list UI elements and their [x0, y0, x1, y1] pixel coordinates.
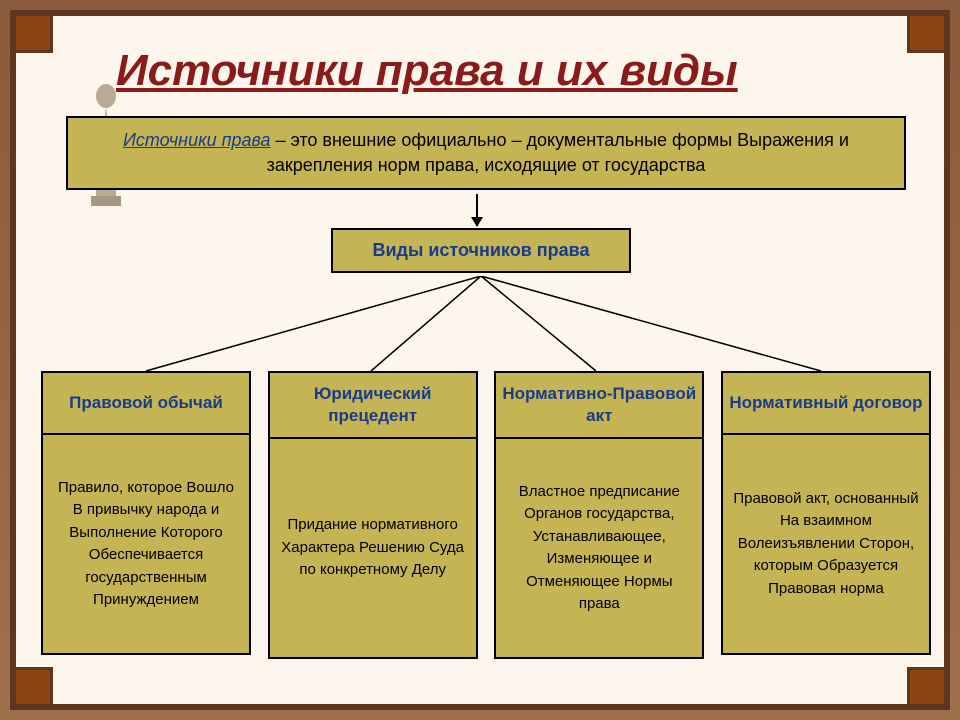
- definition-term: Источники права: [123, 130, 271, 150]
- branches-container: Правовой обычай Правило, которое Вошло В…: [41, 371, 931, 659]
- definition-text: – это внешние официально – документальны…: [267, 130, 849, 175]
- definition-box: Источники права – это внешние официально…: [66, 116, 906, 190]
- corner-decoration: [13, 13, 53, 53]
- branch-body: Властное предписание Органов государства…: [494, 439, 704, 659]
- branch-header: Нормативно-Правовой акт: [494, 371, 704, 439]
- slide-frame-inner: Источники права и их виды Источники прав…: [10, 10, 950, 710]
- arrow-down-icon: [476, 194, 478, 226]
- branch-item: Правовой обычай Правило, которое Вошло В…: [41, 371, 251, 659]
- slide-frame-outer: Источники права и их виды Источники прав…: [0, 0, 960, 720]
- branch-header: Нормативный договор: [721, 371, 931, 435]
- branch-body: Правило, которое Вошло В привычку народа…: [41, 435, 251, 655]
- branch-item: Нормативный договор Правовой акт, основа…: [721, 371, 931, 659]
- page-title: Источники права и их виды: [116, 46, 738, 96]
- types-header-box: Виды источников права: [331, 228, 631, 273]
- branch-item: Юридический прецедент Придание нормативн…: [268, 371, 478, 659]
- corner-decoration: [907, 667, 947, 707]
- branch-header: Правовой обычай: [41, 371, 251, 435]
- corner-decoration: [907, 13, 947, 53]
- corner-decoration: [13, 667, 53, 707]
- branch-header: Юридический прецедент: [268, 371, 478, 439]
- branch-body: Правовой акт, основанный На взаимном Вол…: [721, 435, 931, 655]
- connector-lines: [16, 276, 956, 376]
- branch-body: Придание нормативного Характера Решению …: [268, 439, 478, 659]
- branch-item: Нормативно-Правовой акт Властное предпис…: [494, 371, 704, 659]
